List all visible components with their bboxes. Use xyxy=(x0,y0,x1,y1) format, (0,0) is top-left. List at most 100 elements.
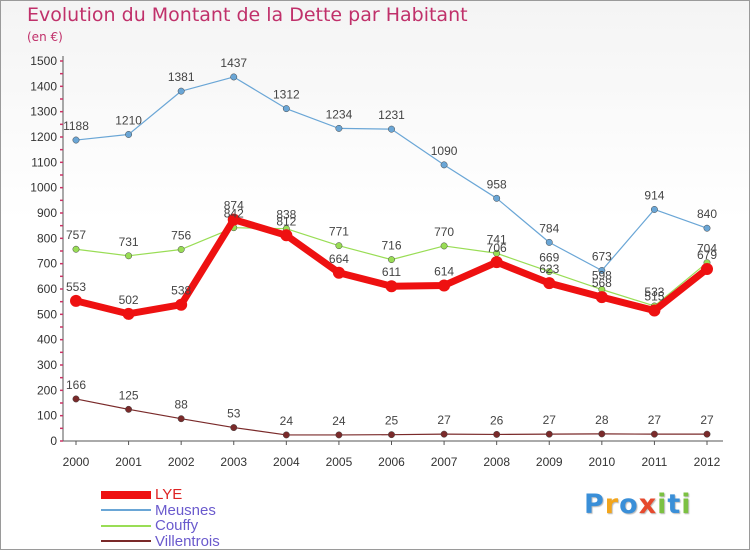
data-label-meusnes: 1312 xyxy=(273,88,300,102)
data-point-couffy xyxy=(440,242,448,250)
data-label-couffy: 731 xyxy=(119,235,139,249)
data-point-villentrois xyxy=(545,430,553,438)
data-point-villentrois xyxy=(598,430,606,438)
data-label-meusnes: 1090 xyxy=(431,144,458,158)
x-tick-label: 2005 xyxy=(326,455,353,469)
y-tick-label: 1300 xyxy=(30,105,57,119)
proxiti-logo: Proxiti xyxy=(584,489,692,520)
y-tick-label: 1400 xyxy=(30,79,57,93)
data-point-meusnes xyxy=(545,238,553,246)
data-point-couffy xyxy=(388,256,395,264)
data-point-lye xyxy=(332,266,345,279)
x-tick-label: 2010 xyxy=(588,455,615,469)
data-point-villentrois xyxy=(72,395,80,403)
legend-label-villentrois: Villentrois xyxy=(155,532,220,550)
legend-label-lye: LYE xyxy=(155,486,183,503)
data-point-meusnes xyxy=(177,87,185,95)
data-label-meusnes: 914 xyxy=(644,188,664,202)
data-point-meusnes xyxy=(125,131,133,138)
data-label-couffy: 716 xyxy=(381,239,401,253)
legend-swatch-lye xyxy=(101,490,151,499)
data-point-villentrois xyxy=(650,430,658,438)
data-point-meusnes xyxy=(650,206,658,213)
data-label-couffy: 741 xyxy=(487,232,507,246)
data-point-villentrois xyxy=(703,430,711,438)
logo-letter: x xyxy=(638,489,658,520)
logo-letter: r xyxy=(604,489,620,520)
x-tick-label: 2003 xyxy=(220,455,247,469)
x-tick-label: 2002 xyxy=(168,455,195,469)
data-label-couffy: 756 xyxy=(171,228,191,242)
data-point-lye xyxy=(175,298,188,311)
legend-swatch-meusnes xyxy=(101,509,151,512)
data-label-meusnes: 1381 xyxy=(168,70,195,84)
data-point-lye xyxy=(438,279,451,292)
data-label-lye: 623 xyxy=(539,262,559,276)
logo-letter: t xyxy=(667,489,682,520)
data-label-couffy: 669 xyxy=(539,251,559,265)
data-label-villentrois: 28 xyxy=(595,413,609,427)
data-point-meusnes xyxy=(335,124,343,132)
y-tick-label: 1000 xyxy=(30,181,57,195)
data-label-lye: 553 xyxy=(66,280,86,294)
data-point-meusnes xyxy=(703,224,711,232)
data-point-meusnes xyxy=(493,194,501,202)
y-tick-label: 100 xyxy=(37,409,57,423)
data-point-villentrois xyxy=(335,431,343,439)
legend-label-meusnes: Meusnes xyxy=(155,501,216,519)
data-label-lye: 515 xyxy=(644,290,664,304)
y-tick-label: 200 xyxy=(37,383,57,397)
data-point-lye xyxy=(701,262,713,275)
data-point-couffy xyxy=(125,252,133,260)
logo-letter: o xyxy=(619,489,639,520)
data-label-couffy: 842 xyxy=(224,207,244,221)
data-label-lye: 614 xyxy=(434,264,454,278)
data-point-lye xyxy=(648,304,661,317)
data-label-couffy: 771 xyxy=(329,225,349,239)
data-label-couffy: 533 xyxy=(644,285,664,299)
x-tick-label: 2001 xyxy=(115,455,142,469)
data-point-villentrois xyxy=(440,430,448,438)
data-label-meusnes: 784 xyxy=(539,221,559,235)
logo-letter: P xyxy=(584,489,605,520)
data-label-lye: 568 xyxy=(592,276,612,290)
y-tick-label: 1100 xyxy=(31,155,57,169)
data-label-meusnes: 1210 xyxy=(115,113,142,127)
data-point-couffy xyxy=(335,242,343,250)
data-point-couffy xyxy=(177,246,185,253)
data-label-villentrois: 26 xyxy=(490,413,504,427)
chart-title: Evolution du Montant de la Dette par Hab… xyxy=(27,4,468,26)
data-label-lye: 679 xyxy=(697,248,717,262)
data-label-lye: 706 xyxy=(487,241,507,255)
x-tick-label: 2012 xyxy=(694,455,721,469)
data-label-meusnes: 1231 xyxy=(378,108,405,122)
y-tick-label: 700 xyxy=(37,257,57,271)
data-point-villentrois xyxy=(282,431,290,439)
data-label-villentrois: 24 xyxy=(332,414,346,428)
data-point-lye xyxy=(122,307,135,320)
x-tick-label: 2008 xyxy=(483,455,510,469)
x-tick-label: 2000 xyxy=(63,455,90,469)
data-point-couffy xyxy=(545,268,553,275)
data-label-couffy: 598 xyxy=(592,269,612,283)
y-tick-label: 900 xyxy=(37,206,57,220)
logo-letter: i xyxy=(657,489,668,520)
data-label-villentrois: 27 xyxy=(543,413,557,427)
data-label-lye: 611 xyxy=(382,265,401,279)
data-label-lye: 812 xyxy=(276,214,296,228)
data-label-villentrois: 25 xyxy=(385,414,399,428)
data-label-meusnes: 1188 xyxy=(63,119,89,133)
x-tick-label: 2009 xyxy=(536,455,563,469)
data-label-lye: 874 xyxy=(224,199,244,213)
data-point-meusnes xyxy=(598,267,606,274)
data-point-villentrois xyxy=(125,405,133,413)
y-tick-label: 1200 xyxy=(30,130,57,144)
data-label-meusnes: 840 xyxy=(697,207,717,221)
data-label-lye: 538 xyxy=(171,284,191,298)
data-point-villentrois xyxy=(177,415,185,423)
data-label-villentrois: 125 xyxy=(119,388,139,402)
x-tick-label: 2011 xyxy=(642,455,668,469)
data-label-lye: 664 xyxy=(329,252,349,266)
data-label-couffy: 704 xyxy=(697,242,717,256)
